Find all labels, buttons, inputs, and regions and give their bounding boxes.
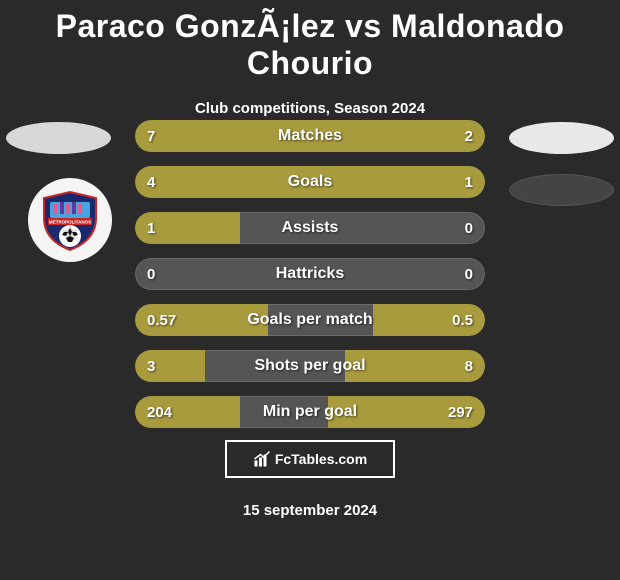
team-logo-left-oval <box>6 122 111 154</box>
subtitle: Club competitions, Season 2024 <box>0 100 620 117</box>
badge-text: METROPOLITANOS <box>49 220 91 225</box>
brand-box: FcTables.com <box>225 440 395 478</box>
team-logo-right-oval-1 <box>509 122 614 154</box>
stat-row: 38Shots per goal <box>135 350 485 382</box>
comparison-bars: 72Matches 41Goals 10Assists 00Hattricks 0.57… <box>135 120 485 442</box>
bar-chart-icon <box>253 450 271 468</box>
page-title: Paraco GonzÃ¡lez vs Maldonado Chourio <box>0 0 620 82</box>
team-logo-right-oval-2 <box>509 174 614 206</box>
stat-row: 204297Min per goal <box>135 396 485 428</box>
stat-label: Min per goal <box>135 403 485 421</box>
stat-label: Hattricks <box>135 265 485 283</box>
stat-label: Goals <box>135 173 485 191</box>
stat-label: Matches <box>135 127 485 145</box>
stat-row: 0.570.5Goals per match <box>135 304 485 336</box>
stat-row: 00Hattricks <box>135 258 485 290</box>
stat-row: 41Goals <box>135 166 485 198</box>
team-badge-left: METROPOLITANOS <box>28 178 112 262</box>
shield-icon: METROPOLITANOS <box>38 188 102 252</box>
date-text: 15 september 2024 <box>0 502 620 519</box>
brand-text: FcTables.com <box>275 451 367 467</box>
stat-label: Assists <box>135 219 485 237</box>
stat-row: 10Assists <box>135 212 485 244</box>
stat-row: 72Matches <box>135 120 485 152</box>
stat-label: Goals per match <box>135 311 485 329</box>
stat-label: Shots per goal <box>135 357 485 375</box>
